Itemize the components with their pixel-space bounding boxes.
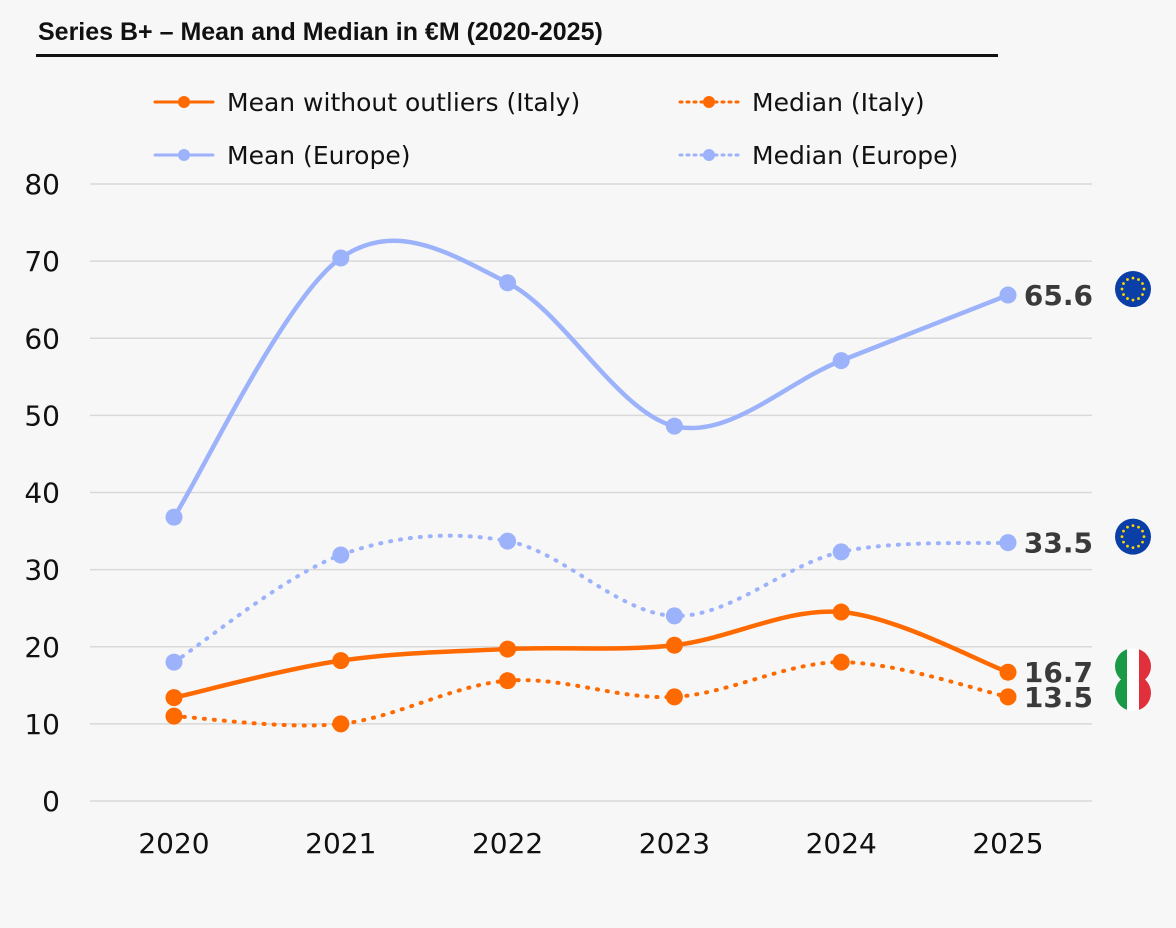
chart-title: Series B+ – Mean and Median in €M (2020-… [38, 18, 603, 46]
eu-flag-star [1120, 287, 1124, 291]
data-point [332, 546, 350, 564]
x-tick-label: 2025 [972, 827, 1043, 860]
y-tick-label: 50 [24, 399, 60, 432]
end-value-label: 13.5 [1024, 681, 1093, 714]
eu-flag-star [1137, 544, 1140, 548]
series-line-mean-europe- [171, 238, 1011, 520]
end-value-label: 65.6 [1024, 279, 1093, 312]
data-point [999, 286, 1017, 304]
data-point [999, 663, 1017, 681]
data-point [499, 672, 517, 690]
data-point [499, 274, 517, 292]
y-tick-label: 70 [24, 245, 60, 278]
data-point [832, 543, 850, 561]
eu-flag-star [1131, 298, 1135, 302]
x-tick-label: 2023 [639, 827, 710, 860]
eu-flag-star [1142, 535, 1146, 539]
y-tick-label: 10 [24, 708, 60, 741]
data-point [665, 688, 683, 706]
title-underline [36, 54, 998, 57]
data-point [165, 653, 183, 671]
end-value-label: 16.7 [1024, 656, 1093, 689]
italy-flag-stripe [1127, 674, 1139, 711]
data-point [832, 603, 850, 621]
eu-flag-star [1137, 278, 1140, 281]
italy-flag-stripe [1115, 648, 1127, 685]
legend-marker [178, 149, 190, 161]
series-line-mean-without-outliers-italy- [171, 609, 1011, 700]
eu-flag-star [1122, 293, 1125, 296]
eu-flag-star [1126, 544, 1129, 548]
eu-flag-star [1141, 540, 1144, 544]
italy-flag-stripe [1115, 674, 1127, 711]
x-tick-label: 2020 [138, 827, 209, 860]
italy-flag-stripe [1139, 674, 1151, 711]
eu-flag-icon [1115, 518, 1151, 555]
data-point [832, 653, 850, 671]
italy-flag-stripe [1139, 648, 1151, 685]
x-tick-label: 2022 [472, 827, 543, 860]
series-line-median-europe- [172, 533, 1010, 665]
data-point [999, 688, 1017, 706]
legend-label: Mean without outliers (Italy) [227, 88, 580, 117]
x-tick-label: 2024 [806, 827, 877, 860]
y-tick-label: 30 [24, 554, 60, 587]
eu-flag-star [1120, 535, 1124, 539]
data-point [499, 640, 517, 658]
eu-flag-star [1141, 282, 1144, 285]
eu-flag-star [1131, 524, 1135, 528]
data-point [665, 417, 683, 435]
data-point [999, 534, 1017, 552]
data-point [165, 689, 183, 707]
legend-label: Mean (Europe) [227, 141, 410, 170]
legend-label: Median (Europe) [752, 141, 958, 170]
eu-flag-star [1122, 282, 1125, 285]
data-point [165, 707, 183, 725]
y-tick-label: 0 [42, 785, 60, 818]
eu-flag-star [1137, 297, 1140, 300]
data-point [665, 607, 683, 625]
eu-flag-star [1142, 287, 1146, 291]
end-value-label: 33.5 [1024, 527, 1093, 560]
eu-flag-star [1137, 525, 1140, 529]
eu-flag-star [1131, 276, 1135, 280]
legend-label: Median (Italy) [752, 88, 925, 117]
y-tick-label: 20 [24, 631, 60, 664]
x-tick-label: 2021 [305, 827, 376, 860]
eu-flag-star [1126, 525, 1129, 529]
series-line-median-italy- [172, 660, 1010, 728]
data-point [832, 352, 850, 370]
eu-flag-star [1141, 293, 1144, 296]
data-point [332, 249, 350, 267]
data-point [665, 636, 683, 654]
eu-flag-star [1126, 297, 1129, 300]
eu-flag-star [1122, 540, 1125, 544]
eu-flag-star [1131, 546, 1135, 550]
legend-marker [178, 96, 190, 108]
y-tick-label: 40 [24, 477, 60, 510]
legend-marker [703, 149, 715, 161]
data-point [332, 652, 350, 670]
eu-flag-star [1122, 529, 1125, 533]
eu-flag-icon [1115, 271, 1151, 308]
data-point [165, 508, 183, 526]
legend-marker [703, 96, 715, 108]
y-tick-label: 60 [24, 322, 60, 355]
data-point [499, 532, 517, 550]
eu-flag-star [1141, 529, 1144, 533]
data-point [332, 715, 350, 733]
eu-flag-star [1126, 278, 1129, 281]
y-tick-label: 80 [24, 168, 60, 201]
